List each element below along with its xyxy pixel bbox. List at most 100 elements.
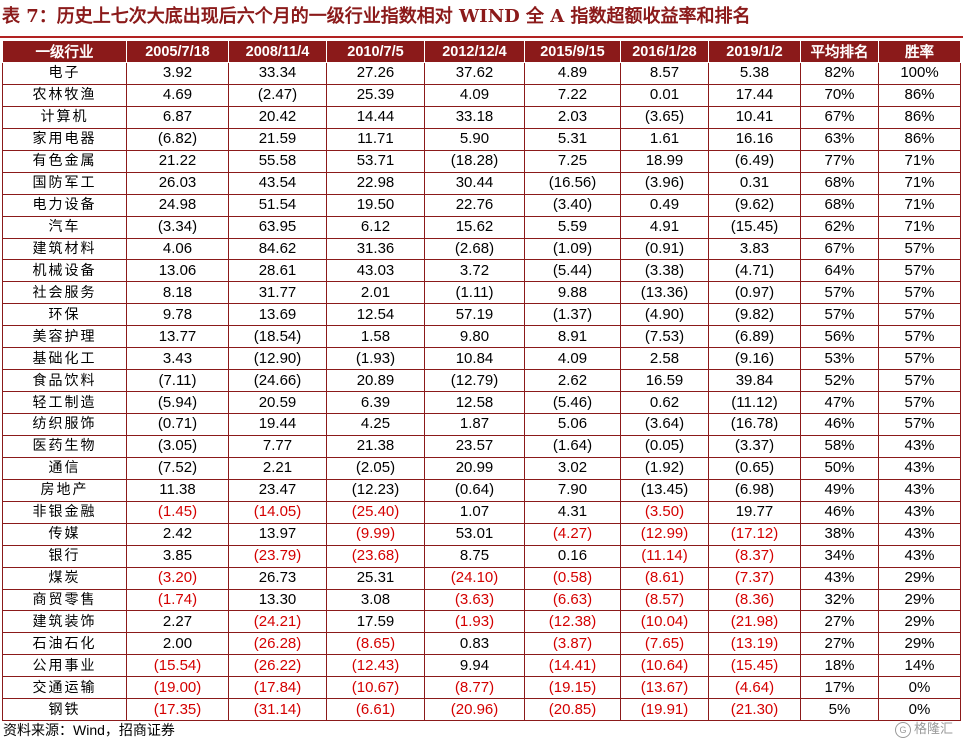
- table-cell: (1.74): [126, 588, 229, 612]
- table-cell: (8.61): [620, 566, 709, 590]
- table-cell: (7.52): [126, 456, 229, 480]
- table-row: 计算机 6.87 20.42 14.44 33.18 2.03 (3.65) 10.41 67%…: [2, 105, 961, 129]
- table-cell: 39.84: [708, 369, 801, 393]
- industry-name: 社会服务: [2, 281, 127, 305]
- industry-name: 公用事业: [2, 654, 127, 678]
- table-cell: (19.00): [126, 676, 229, 700]
- table-cell: 47%: [800, 391, 879, 414]
- industry-name: 美容护理: [2, 325, 127, 349]
- table-cell: 11.71: [326, 127, 425, 151]
- table-cell: 64%: [800, 259, 879, 283]
- table-cell: 2.58: [620, 347, 709, 371]
- table-cell: 21.22: [126, 149, 229, 173]
- table-cell: 16.16: [708, 127, 801, 151]
- table-cell: 43%: [878, 522, 961, 546]
- table-row: 钢铁 (17.35) (31.14) (6.61) (20.96) (20.85) (19.…: [2, 698, 961, 722]
- table-cell: (3.37): [708, 434, 801, 458]
- table-cell: 43%: [878, 456, 961, 480]
- table-cell: 3.02: [524, 456, 621, 480]
- table-cell: (13.36): [620, 281, 709, 305]
- table-cell: 34%: [800, 544, 879, 568]
- table-row: 农林牧渔 4.69 (2.47) 25.39 4.09 7.22 0.01 17.44 70% 8…: [2, 83, 961, 107]
- industry-name: 钢铁: [2, 698, 127, 722]
- watermark: G 格隆汇: [894, 718, 953, 740]
- table-cell: (9.16): [708, 347, 801, 371]
- table-row: 建筑材料 4.06 84.62 31.36 (2.68) (1.09) (0.91) 3.83…: [2, 237, 961, 261]
- industry-name: 基础化工: [2, 347, 127, 371]
- table-row: 公用事业 (15.54) (26.22) (12.43) 9.94 (14.41) (10.…: [2, 654, 961, 678]
- table-cell: 4.91: [620, 215, 709, 239]
- table-cell: 20.42: [228, 105, 327, 129]
- table-row: 汽车 (3.34) 63.95 6.12 15.62 5.59 4.91 (15.45) 62%…: [2, 215, 961, 239]
- table-cell: (17.35): [126, 698, 229, 722]
- table-cell: 6.12: [326, 215, 425, 239]
- table-cell: 10.41: [708, 105, 801, 129]
- table-cell: 21.38: [326, 434, 425, 458]
- table-cell: 2.03: [524, 105, 621, 129]
- table-row: 食品饮料 (7.11) (24.66) 20.89 (12.79) 2.62 16.59 39…: [2, 369, 961, 393]
- table-cell: 14%: [878, 654, 961, 678]
- table-cell: 27.26: [326, 62, 425, 85]
- table-cell: (4.27): [524, 522, 621, 546]
- table-cell: (10.67): [326, 676, 425, 700]
- table-cell: 7.90: [524, 478, 621, 502]
- table-cell: 18.99: [620, 149, 709, 173]
- table-row: 医药生物 (3.05) 7.77 21.38 23.57 (1.64) (0.05) (3.3…: [2, 434, 961, 458]
- table-cell: 46%: [800, 413, 879, 436]
- industry-name: 机械设备: [2, 259, 127, 283]
- table-cell: (11.14): [620, 544, 709, 568]
- table-cell: (17.12): [708, 522, 801, 546]
- table-cell: (6.82): [126, 127, 229, 151]
- table-cell: 11.38: [126, 478, 229, 502]
- table-cell: (7.11): [126, 369, 229, 393]
- industry-name: 电子: [2, 62, 127, 85]
- table-cell: 14.44: [326, 105, 425, 129]
- table-cell: (3.05): [126, 434, 229, 458]
- table-cell: 71%: [878, 215, 961, 239]
- table-cell: (4.90): [620, 303, 709, 327]
- table-cell: 20.99: [424, 456, 525, 480]
- table-cell: (2.68): [424, 237, 525, 261]
- table-cell: 18%: [800, 654, 879, 678]
- table-row: 机械设备 13.06 28.61 43.03 3.72 (5.44) (3.38) (4.71…: [2, 259, 961, 283]
- table-cell: (17.84): [228, 676, 327, 700]
- table-cell: 9.88: [524, 281, 621, 305]
- table-cell: 1.61: [620, 127, 709, 151]
- table-cell: 52%: [800, 369, 879, 393]
- table-cell: (5.46): [524, 391, 621, 414]
- header-row: 一级行业 2005/7/18 2008/11/4 2010/7/5 2012/12/4 2…: [2, 40, 961, 63]
- table-cell: (6.63): [524, 588, 621, 612]
- table-row: 国防军工 26.03 43.54 22.98 30.44 (16.56) (3.96) 0.3…: [2, 171, 961, 195]
- table-cell: (8.37): [708, 544, 801, 568]
- table-cell: 0%: [878, 698, 961, 722]
- table-cell: 17.59: [326, 610, 425, 634]
- table-cell: (0.64): [424, 478, 525, 502]
- table-cell: (0.91): [620, 237, 709, 261]
- table-cell: 9.78: [126, 303, 229, 327]
- table-cell: 37.62: [424, 62, 525, 85]
- industry-name: 计算机: [2, 105, 127, 129]
- header-col-6: 2016/1/28: [620, 40, 709, 63]
- industry-name: 煤炭: [2, 566, 127, 590]
- table-cell: (8.65): [326, 632, 425, 656]
- table-cell: (1.93): [326, 347, 425, 371]
- table-cell: 13.77: [126, 325, 229, 349]
- table-cell: 31.36: [326, 237, 425, 261]
- table-cell: (19.91): [620, 698, 709, 722]
- table-cell: (8.36): [708, 588, 801, 612]
- table-cell: 4.06: [126, 237, 229, 261]
- table-cell: 31.77: [228, 281, 327, 305]
- table-cell: (13.67): [620, 676, 709, 700]
- table-cell: (10.04): [620, 610, 709, 634]
- table-cell: 43%: [878, 500, 961, 524]
- table-cell: (2.05): [326, 456, 425, 480]
- table-row: 通信 (7.52) 2.21 (2.05) 20.99 3.02 (1.92) (0.65) 5…: [2, 456, 961, 480]
- table-cell: 71%: [878, 171, 961, 195]
- table-cell: (7.65): [620, 632, 709, 656]
- table-cell: (9.99): [326, 522, 425, 546]
- table-title: 表 7：历史上七次大底出现后六个月的一级行业指数相对 WIND 全 A 指数超额…: [2, 6, 751, 27]
- table-cell: 12.58: [424, 391, 525, 414]
- table-cell: (3.34): [126, 215, 229, 239]
- header-col-1: 2005/7/18: [126, 40, 229, 63]
- table-cell: (1.92): [620, 456, 709, 480]
